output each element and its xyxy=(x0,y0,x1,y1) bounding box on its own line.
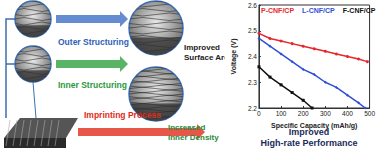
svg-text:400: 400 xyxy=(342,110,353,117)
svg-text:L-CNF/CP: L-CNF/CP xyxy=(302,7,335,14)
svg-text:2.6: 2.6 xyxy=(248,2,257,9)
svg-text:Imprinting Process: Imprinting Process xyxy=(84,110,161,120)
svg-text:100: 100 xyxy=(276,110,287,117)
html-text:Improved: Improved xyxy=(288,127,330,137)
svg-text:Surface Area: Surface Area xyxy=(184,53,225,62)
svg-text:2.3: 2.3 xyxy=(248,79,257,86)
svg-text:F-CNF/CP: F-CNF/CP xyxy=(343,7,376,14)
svg-text:2.4: 2.4 xyxy=(248,53,257,60)
svg-text:Voltage (V): Voltage (V) xyxy=(230,38,238,74)
svg-text:Increased: Increased xyxy=(168,123,205,132)
svg-text:Outer Structuring: Outer Structuring xyxy=(58,37,129,47)
html-text:High-rate Performance: High-rate Performance xyxy=(260,138,358,148)
svg-text:500: 500 xyxy=(364,110,375,117)
svg-text:Inner Structuring: Inner Structuring xyxy=(58,80,127,90)
svg-text:Improved: Improved xyxy=(184,43,220,52)
svg-text:Specific Capacity (mAh/g): Specific Capacity (mAh/g) xyxy=(271,121,358,129)
svg-text:P-CNF/CP: P-CNF/CP xyxy=(261,7,294,14)
svg-text:Inner Density: Inner Density xyxy=(168,133,219,142)
svg-text:300: 300 xyxy=(320,110,331,117)
svg-text:2.5: 2.5 xyxy=(248,27,257,34)
svg-text:200: 200 xyxy=(298,110,309,117)
svg-text:2.2: 2.2 xyxy=(248,105,257,112)
svg-text:0: 0 xyxy=(257,110,261,117)
